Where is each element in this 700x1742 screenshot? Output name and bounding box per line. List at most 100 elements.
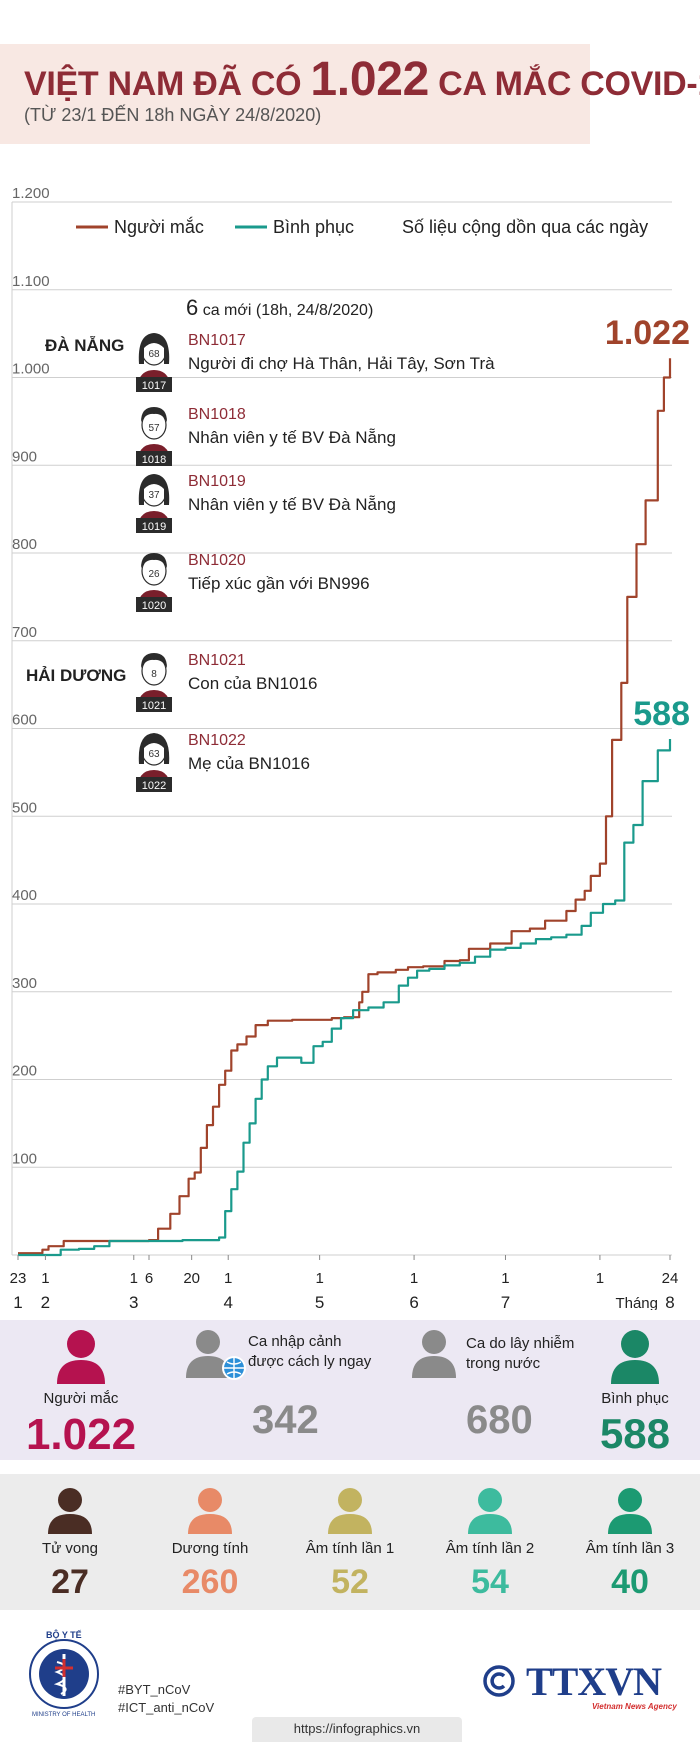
treatment-status-item: Tử vong 27: [5, 1486, 135, 1599]
url-band: https://infographics.vn: [252, 1717, 462, 1742]
treatment-status-label: Dương tính: [171, 1540, 249, 1557]
legend-recovered-label: Bình phục: [273, 217, 354, 237]
y-tick-label: 700: [12, 624, 37, 641]
y-tick-label: 100: [12, 1150, 37, 1167]
copyright-icon: [483, 1665, 515, 1697]
patient-id: BN1017: [188, 332, 246, 349]
patient-description: Tiếp xúc gần với BN996: [188, 574, 370, 593]
person-icon: [328, 1488, 372, 1534]
x-tick-label: 1: [41, 1270, 49, 1287]
patient-age: 68: [148, 349, 160, 360]
patient-age: 8: [151, 669, 157, 680]
new-case-item: 57 1018 BN1018 Nhân viên y tế BV Đà Nẵng: [136, 404, 596, 466]
y-tick-label: 300: [12, 975, 37, 992]
patient-tag: 1018: [142, 454, 166, 466]
patient-description: Nhân viên y tế BV Đà Nẵng: [188, 428, 396, 447]
x-month-label: 5: [315, 1293, 324, 1310]
patient-avatar-icon: 26 1020: [136, 553, 172, 612]
patient-id: BN1020: [188, 552, 246, 569]
legend-infected-label: Người mắc: [114, 216, 204, 237]
patient-id: BN1021: [188, 652, 246, 669]
patient-tag: 1022: [142, 780, 166, 792]
treatment-status-item: Âm tính lần 3 40: [565, 1486, 695, 1599]
recovered-person-icon: [611, 1330, 659, 1384]
footer: BỘ Y TẾ MINISTRY OF HEALTH #BYT_nCoV #IC…: [0, 1630, 700, 1742]
x-month-label: 4: [223, 1293, 232, 1310]
summary-infected-label: Người mắc: [43, 1390, 119, 1407]
summary-recovered-value: 588: [599, 1410, 671, 1457]
recovered-end-label: 588: [633, 695, 690, 733]
x-month-label: 6: [409, 1293, 418, 1310]
treatment-status-item: Âm tính lần 1 52: [285, 1486, 415, 1599]
summary-infected: Người mắc 1.022: [6, 1328, 156, 1457]
treatment-status-item: Dương tính 260: [145, 1486, 275, 1599]
source-url[interactable]: https://infographics.vn: [293, 1721, 421, 1736]
hashtag-byt: #BYT_nCoV: [118, 1682, 191, 1697]
y-tick-label: 1.100: [12, 273, 50, 290]
treatment-status-panel: Tử vong 27 Dương tính 260 Âm tính lần 1 52 Âm …: [0, 1474, 700, 1610]
cumulative-cases-chart: 100 200 300 400 500 600 700 800 900 1.000 1.100 1.2…: [10, 185, 690, 1310]
x-month-label: 3: [129, 1293, 138, 1310]
domestic-person-icon: [412, 1330, 456, 1378]
x-tick-label: 20: [183, 1270, 200, 1287]
new-case-item: 26 1020 BN1020 Tiếp xúc gần với BN996: [136, 550, 596, 612]
imported-person-globe-icon: [186, 1330, 246, 1380]
x-month-label: 7: [501, 1293, 510, 1310]
legend: Người mắc Bình phục Số liệu cộng dồn qua…: [76, 216, 648, 237]
ttxvn-logo: TTXVN: [526, 1659, 662, 1704]
moh-logo-subtext: MINISTRY OF HEALTH: [32, 1712, 96, 1718]
y-tick-label: 400: [12, 887, 37, 904]
y-tick-label: 800: [12, 536, 37, 553]
x-tick-label: 1: [130, 1270, 138, 1287]
x-tick-label: 1: [501, 1270, 509, 1287]
recovered-line: [18, 739, 672, 1257]
new-case-item: 63 1022 BN1022 Mẹ của BN1016: [136, 730, 596, 792]
y-tick-label: 900: [12, 448, 37, 465]
person-icon: [468, 1488, 512, 1534]
new-cases-count: 6: [186, 295, 199, 320]
page-title: VIỆT NAM ĐÃ CÓ 1.022 CA MẮC COVID-19: [24, 52, 700, 107]
patient-avatar-icon: 37 1019: [136, 474, 172, 533]
treatment-status-value: 52: [331, 1563, 369, 1601]
y-tick-labels: 100 200 300 400 500 600 700 800 900 1.000 1.100 1.2…: [12, 185, 50, 1167]
treatment-status-value: 260: [181, 1563, 239, 1601]
y-tick-label: 600: [12, 712, 37, 729]
region-hai-duong: HẢI DƯƠNG: [26, 666, 127, 685]
page-subtitle: (TỪ 23/1 ĐẾN 18h NGÀY 24/8/2020): [24, 105, 322, 125]
region-da-nang: ĐÀ NẴNG: [45, 336, 125, 355]
x-month-label: 1: [13, 1293, 22, 1310]
new-case-item: 68 1017 BN1017 Người đi chợ Hà Thân, Hải Tâ…: [136, 330, 596, 392]
patient-age: 57: [148, 423, 160, 434]
x-tick-label: 6: [145, 1270, 153, 1287]
treatment-status-item: Âm tính lần 2 54: [425, 1486, 555, 1599]
new-cases-title-rest: ca mới (18h, 24/8/2020): [198, 302, 374, 319]
patient-id: BN1019: [188, 473, 246, 490]
person-icon: [48, 1488, 92, 1534]
end-labels: 1.022 588: [605, 314, 690, 733]
hashtag-ict: #ICT_anti_nCoV: [118, 1700, 215, 1715]
x-tick-label: 1: [410, 1270, 418, 1287]
title-post: CA MẮC COVID-19: [438, 65, 700, 103]
y-tick-label: 500: [12, 799, 37, 816]
patient-description: Mẹ của BN1016: [188, 754, 310, 773]
patient-id: BN1018: [188, 406, 246, 423]
infected-line: [18, 358, 672, 1255]
treatment-status-label: Âm tính lần 3: [585, 1540, 675, 1557]
patient-avatar-icon: 57 1018: [136, 407, 172, 466]
treatment-status-label: Âm tính lần 1: [305, 1540, 395, 1557]
patient-description: Người đi chợ Hà Thân, Hải Tây, Sơn Trà: [188, 354, 495, 373]
moh-logo-text: BỘ Y TẾ: [46, 1630, 82, 1640]
x-tick-label: 1: [596, 1270, 604, 1287]
patient-age: 37: [148, 490, 160, 501]
title-band: [0, 44, 590, 144]
title-number: 1.022: [310, 53, 430, 106]
patient-tag: 1021: [142, 700, 166, 712]
patient-avatar-icon: 63 1022: [136, 733, 172, 792]
patient-avatar-icon: 8 1021: [136, 653, 172, 712]
y-tick-label: 200: [12, 1063, 37, 1080]
x-month-label: 2: [41, 1293, 50, 1310]
y-tick-label: 1.000: [12, 361, 50, 378]
series-lines: [18, 358, 672, 1257]
